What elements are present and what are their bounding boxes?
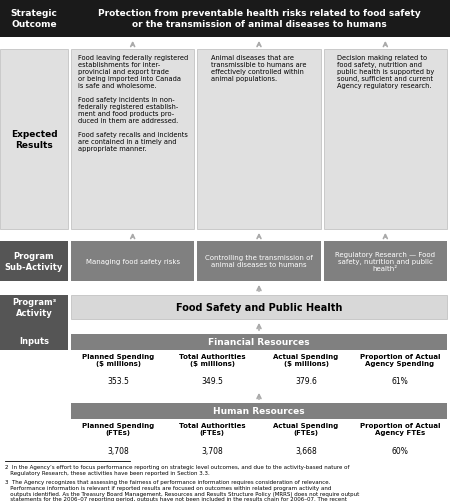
Bar [71, 334, 447, 350]
Text: Planned Spending
(FTEs): Planned Spending (FTEs) [82, 422, 154, 435]
Bar [0, 296, 68, 319]
Text: Actual Spending
($ millions): Actual Spending ($ millions) [274, 353, 338, 366]
Text: Actual Spending
(FTEs): Actual Spending (FTEs) [274, 422, 338, 435]
Text: 349.5: 349.5 [201, 376, 223, 385]
Text: 3,668: 3,668 [295, 446, 317, 455]
Text: Controlling the transmission of
animal diseases to humans: Controlling the transmission of animal d… [205, 255, 313, 268]
Text: Inputs: Inputs [19, 336, 49, 345]
Text: 60%: 60% [392, 446, 409, 455]
Text: Managing food safety risks: Managing food safety risks [86, 259, 180, 265]
Bar [198, 50, 321, 229]
Text: Program
Sub-Activity: Program Sub-Activity [5, 252, 63, 271]
Bar [0, 50, 68, 229]
Bar [0, 319, 68, 334]
Text: Strategic
Outcome: Strategic Outcome [10, 10, 58, 29]
Text: Regulatory Research — Food
safety, nutrition and public
health²: Regulatory Research — Food safety, nutri… [335, 252, 435, 272]
Bar [324, 241, 447, 282]
Text: Food leaving federally registered
establishments for inter-
provincial and expor: Food leaving federally registered establ… [77, 55, 188, 152]
Bar [0, 0, 68, 38]
Text: 353.5: 353.5 [107, 376, 129, 385]
Text: 3,708: 3,708 [201, 446, 223, 455]
Bar [71, 241, 194, 282]
Text: 2  In the Agency’s effort to focus performance reporting on strategic level outc: 2 In the Agency’s effort to focus perfor… [5, 464, 350, 475]
Bar [71, 296, 447, 319]
Bar [68, 0, 450, 38]
Bar [198, 241, 321, 282]
Text: Financial Resources: Financial Resources [208, 338, 310, 347]
Text: Human Resources: Human Resources [213, 407, 305, 416]
Text: Expected
Results: Expected Results [11, 130, 57, 149]
Bar [0, 334, 68, 350]
Bar [0, 241, 68, 282]
Text: Program³
Activity: Program³ Activity [12, 298, 56, 317]
Text: Food Safety and Public Health: Food Safety and Public Health [176, 303, 342, 313]
Bar [71, 50, 194, 229]
Text: Animal diseases that are
transmissible to humans are
effectively controlled with: Animal diseases that are transmissible t… [211, 55, 307, 82]
Text: Proportion of Actual
Agency Spending: Proportion of Actual Agency Spending [360, 353, 440, 366]
Text: Protection from preventable health risks related to food safety
or the transmiss: Protection from preventable health risks… [98, 10, 420, 29]
Bar [71, 403, 447, 419]
Text: 61%: 61% [392, 376, 409, 385]
Text: Planned Spending
($ millions): Planned Spending ($ millions) [82, 353, 154, 366]
Text: Decision making related to
food safety, nutrition and
public health is supported: Decision making related to food safety, … [337, 55, 434, 89]
Text: 3,708: 3,708 [107, 446, 129, 455]
Text: 3  The Agency recognizes that assessing the fairness of performance information : 3 The Agency recognizes that assessing t… [5, 479, 359, 501]
Text: 379.6: 379.6 [295, 376, 317, 385]
Text: Total Authorities
($ millions): Total Authorities ($ millions) [179, 353, 245, 366]
Text: Total Authorities
(FTEs): Total Authorities (FTEs) [179, 422, 245, 435]
Text: Proportion of Actual
Agency FTEs: Proportion of Actual Agency FTEs [360, 422, 440, 435]
Bar [324, 50, 447, 229]
